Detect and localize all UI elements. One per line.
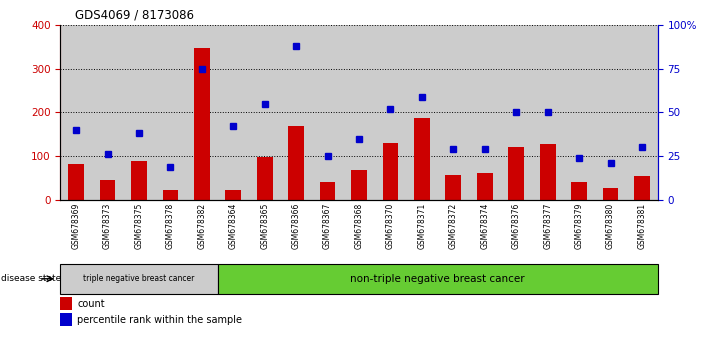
Text: triple negative breast cancer: triple negative breast cancer <box>83 274 195 283</box>
Bar <box>406 25 438 200</box>
Text: disease state: disease state <box>1 274 61 283</box>
Bar <box>626 25 658 200</box>
Bar <box>289 126 304 200</box>
Bar <box>477 173 493 200</box>
Bar <box>414 118 429 200</box>
Bar <box>438 25 469 200</box>
Bar <box>375 25 406 200</box>
Bar <box>194 47 210 200</box>
Bar <box>60 297 72 310</box>
Bar <box>218 264 658 294</box>
Text: non-triple negative breast cancer: non-triple negative breast cancer <box>351 274 525 284</box>
Bar <box>60 25 92 200</box>
Bar <box>249 25 280 200</box>
Bar <box>100 180 115 200</box>
Bar <box>131 161 147 200</box>
Bar <box>383 143 398 200</box>
Bar <box>540 144 555 200</box>
Bar <box>123 25 155 200</box>
Bar <box>92 25 123 200</box>
Bar <box>446 175 461 200</box>
Bar <box>60 264 218 294</box>
Bar <box>532 25 563 200</box>
Bar <box>634 176 650 200</box>
Bar <box>60 313 72 326</box>
Text: percentile rank within the sample: percentile rank within the sample <box>77 315 242 325</box>
Bar <box>225 190 241 200</box>
Bar <box>163 190 178 200</box>
Text: count: count <box>77 299 105 309</box>
Bar <box>469 25 501 200</box>
Bar <box>571 183 587 200</box>
Bar <box>603 188 619 200</box>
Bar <box>312 25 343 200</box>
Bar <box>501 25 532 200</box>
Bar <box>68 164 84 200</box>
Bar <box>508 147 524 200</box>
Bar <box>257 157 272 200</box>
Text: GDS4069 / 8173086: GDS4069 / 8173086 <box>75 8 193 21</box>
Bar <box>186 25 218 200</box>
Bar <box>155 25 186 200</box>
Bar <box>218 25 249 200</box>
Bar <box>320 183 336 200</box>
Bar <box>351 170 367 200</box>
Bar <box>563 25 595 200</box>
Bar <box>280 25 312 200</box>
Bar <box>595 25 626 200</box>
Bar <box>343 25 375 200</box>
